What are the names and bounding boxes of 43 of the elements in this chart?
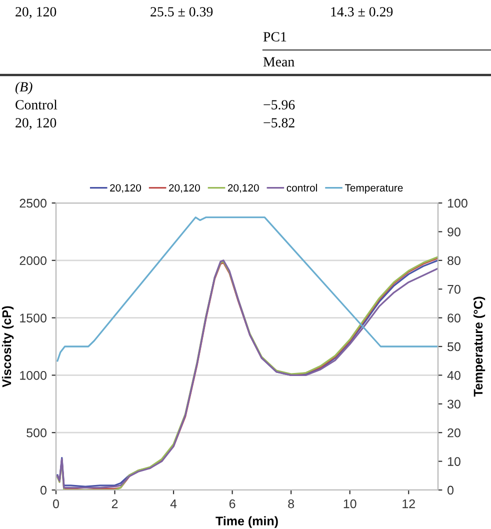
legend-label: 20,120 <box>228 184 259 193</box>
x-tick-label: 10 <box>344 499 356 508</box>
text: 25.5 ± 0.39 <box>150 7 213 17</box>
y2-tick-label: 100 <box>448 198 468 208</box>
y2-tick-label: 0 <box>448 486 454 495</box>
text: −5.96 <box>264 100 295 110</box>
text: PC1 <box>263 32 286 42</box>
legend-label: Temperature <box>344 184 403 194</box>
y-tick-label: 2000 <box>20 256 46 266</box>
y2-tick-label: 90 <box>448 228 460 236</box>
line-series <box>56 216 438 362</box>
y2-tick-label: 40 <box>447 371 460 380</box>
y2-tick-label: 80 <box>448 256 460 266</box>
legend-label: 20,120 <box>169 184 200 193</box>
text: 14.3 ± 0.29 <box>331 7 393 17</box>
x-tick-label: 0 <box>53 499 59 508</box>
y2-tick-label: 70 <box>448 284 460 294</box>
text: −5.82 <box>264 118 294 128</box>
x-tick-label: 4 <box>170 499 177 508</box>
y-tick-label: 500 <box>26 428 46 438</box>
text: 20, 120 <box>16 118 56 130</box>
x-tick-label: 2 <box>112 499 118 508</box>
y-tick-label: 0 <box>40 486 46 495</box>
y-tick-label: 2500 <box>20 198 46 208</box>
y2-tick-label: 20 <box>448 428 460 438</box>
x-tick-label: 12 <box>402 499 415 508</box>
legend-label: 20,120 <box>110 184 142 193</box>
legend-label: control <box>286 184 317 192</box>
y2-tick-label: 10 <box>448 457 460 466</box>
y-axis-title: Viscosity (cP) <box>2 306 14 388</box>
y2-axis-title: Temperature (°C) <box>473 296 486 397</box>
text: 20, 120 <box>16 7 56 18</box>
x-tick-label: 8 <box>288 499 294 508</box>
y2-tick-label: 60 <box>448 314 460 322</box>
y2-tick-label: 30 <box>448 400 460 409</box>
y-tick-label: 1000 <box>20 371 46 380</box>
text: (B) <box>15 82 32 94</box>
text: Control <box>16 100 58 110</box>
x-axis-title: Time (min) <box>216 516 278 528</box>
text: Mean <box>263 57 294 66</box>
x-tick-label: 6 <box>229 499 236 508</box>
y2-tick-label: 50 <box>448 342 460 352</box>
y-tick-label: 1500 <box>20 314 46 322</box>
